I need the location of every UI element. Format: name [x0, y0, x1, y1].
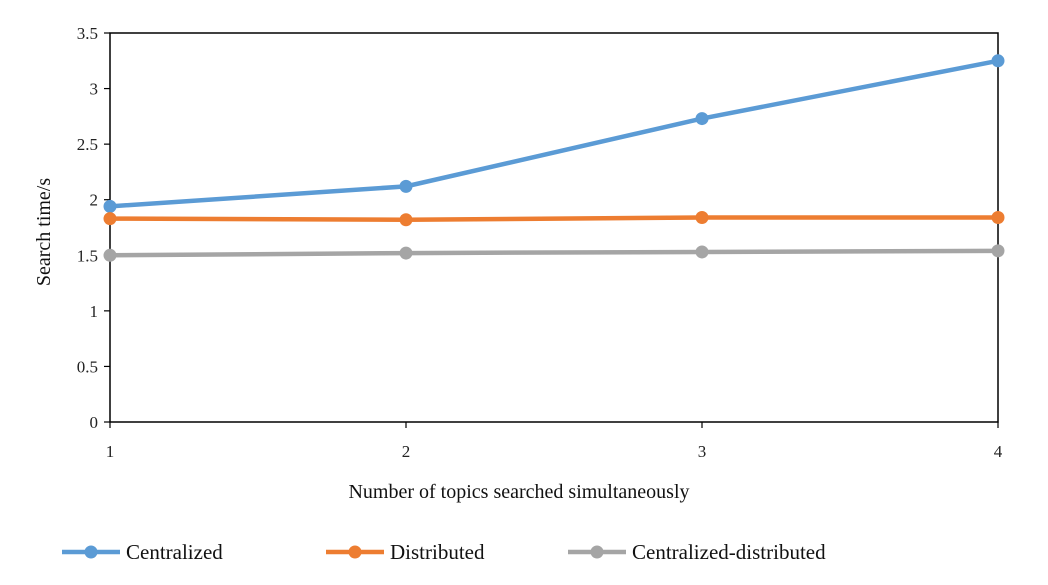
data-point-distributed: [103, 212, 117, 226]
series-line-centralized: [107, 58, 1001, 209]
legend-marker-centralized-distributed: [590, 545, 604, 559]
x-tick-label: 1: [106, 442, 115, 461]
data-point-distributed: [991, 210, 1005, 224]
data-point-centralized-distributed: [991, 244, 1005, 258]
legend-label-centralized-distributed: Centralized-distributed: [632, 540, 826, 564]
y-tick-label: 3.5: [77, 24, 98, 43]
series-line-distributed: [107, 215, 1001, 222]
y-tick-label: 1: [90, 302, 99, 321]
series-layer: [103, 54, 1005, 262]
legend-marker-centralized: [84, 545, 98, 559]
y-tick-label: 1.5: [77, 246, 98, 265]
data-point-centralized-distributed: [399, 246, 413, 260]
x-tick-label: 2: [402, 442, 411, 461]
data-point-distributed: [399, 213, 413, 227]
data-point-centralized: [695, 112, 709, 126]
legend-label-centralized: Centralized: [126, 540, 223, 564]
x-axis-title: Number of topics searched simultaneously: [348, 481, 689, 503]
y-axis: 0 0.5 1 1.5 2 2.5 3 3.5: [77, 24, 110, 432]
y-tick-label: 0: [90, 413, 99, 432]
y-tick-label: 2: [90, 191, 99, 210]
plot-area-frame: [109, 32, 999, 423]
y-tick-label: 2.5: [77, 135, 98, 154]
legend: Centralized Distributed Centralized-distri…: [62, 540, 826, 564]
y-axis-title: Search time/s: [33, 178, 55, 287]
series-line-centralized-distributed: [107, 248, 1001, 258]
y-tick-label: 0.5: [77, 357, 98, 376]
x-tick-label: 3: [698, 442, 707, 461]
data-point-centralized: [991, 54, 1005, 68]
x-tick-label: 4: [994, 442, 1003, 461]
x-axis: 1 2 3 4: [106, 422, 1003, 461]
legend-label-distributed: Distributed: [390, 540, 485, 564]
legend-marker-distributed: [348, 545, 362, 559]
data-point-distributed: [695, 210, 709, 224]
data-point-centralized: [103, 199, 117, 213]
data-point-centralized: [399, 179, 413, 193]
y-tick-label: 3: [90, 80, 99, 99]
data-point-centralized-distributed: [695, 245, 709, 259]
data-point-centralized-distributed: [103, 248, 117, 262]
